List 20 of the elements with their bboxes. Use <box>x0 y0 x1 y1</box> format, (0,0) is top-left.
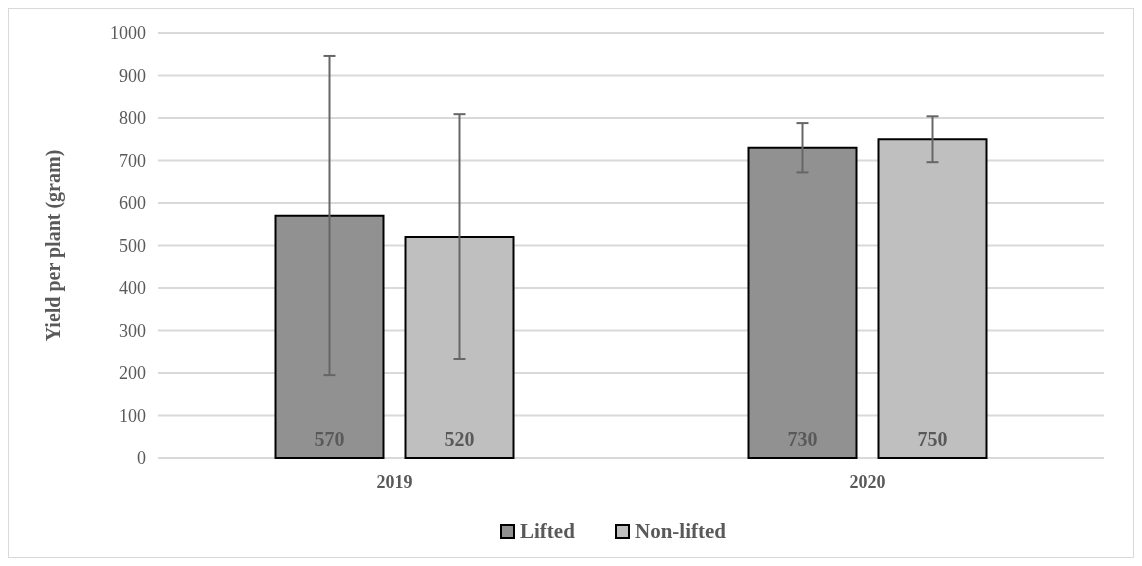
data-label: 730 <box>787 428 818 450</box>
y-tick-label: 1000 <box>110 23 146 44</box>
y-tick-label: 200 <box>119 363 146 384</box>
x-tick-label: 2019 <box>376 472 413 492</box>
legend-label: Non-lifted <box>635 519 727 543</box>
y-axis-title: Yield per plant (gram) <box>42 149 65 342</box>
y-tick-label: 400 <box>119 278 146 299</box>
x-tick-label: 2020 <box>849 472 886 492</box>
data-label: 520 <box>444 428 475 450</box>
data-label: 750 <box>917 428 948 450</box>
y-tick-label: 300 <box>119 320 146 341</box>
y-tick-label: 600 <box>119 193 146 214</box>
legend-label: Lifted <box>520 519 576 543</box>
y-tick-label: 900 <box>119 65 146 86</box>
y-tick-label: 0 <box>137 448 146 469</box>
y-tick-label: 100 <box>119 405 146 426</box>
y-tick-label: 800 <box>119 108 146 129</box>
y-tick-label: 700 <box>119 150 146 171</box>
data-label: 570 <box>314 428 345 450</box>
y-tick-label: 500 <box>119 235 146 256</box>
